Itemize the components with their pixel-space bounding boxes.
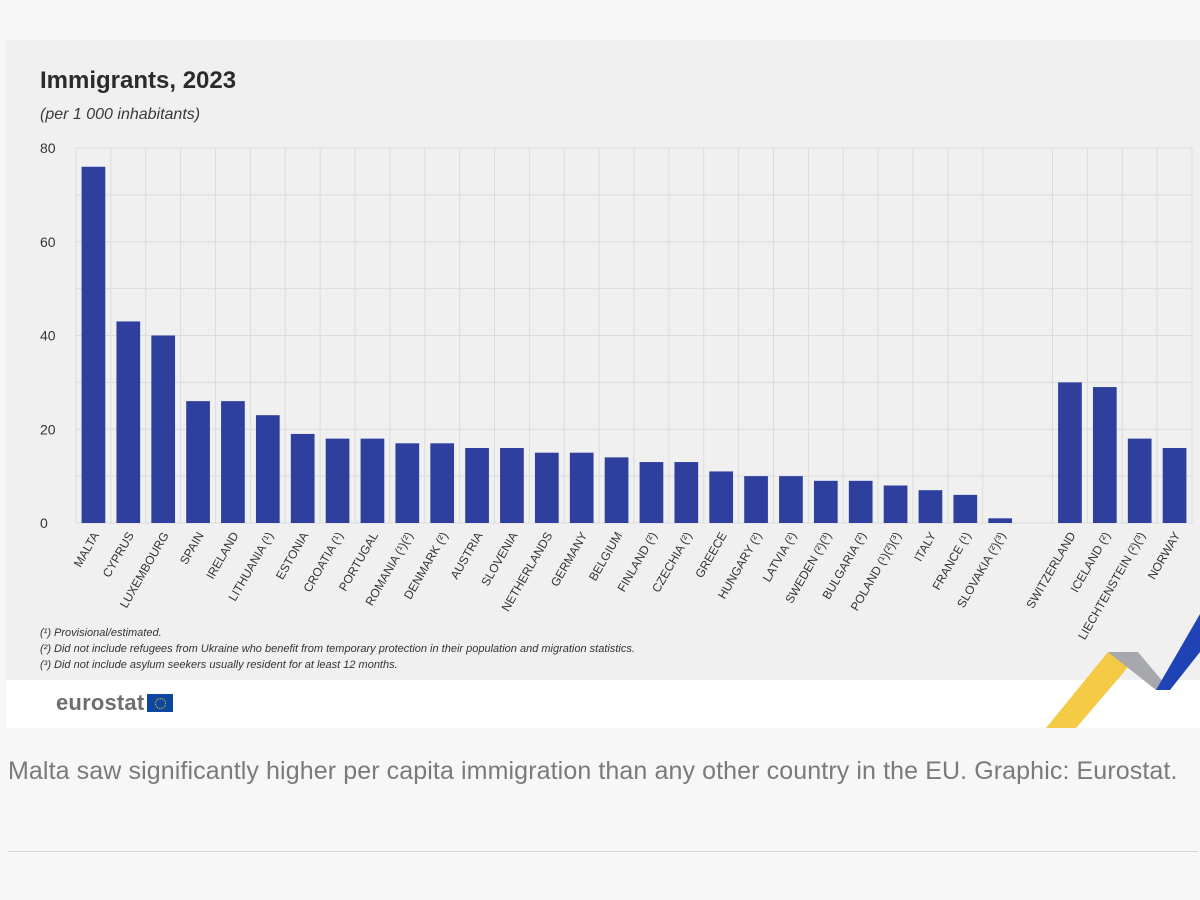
x-tick-label: LATVIA (²) [760,530,800,585]
grid-layer [75,147,1193,524]
bar-6 [290,433,315,523]
bar-1 [116,321,141,523]
bar-25 [953,494,978,523]
bar-9 [395,443,420,523]
y-axis-ticks: 0 20 40 60 80 [40,140,56,531]
x-tick-label: CYPRUS [100,530,137,580]
y-tick-label: 40 [40,328,56,344]
footnote-3: (³) Did not include asylum seekers usual… [40,659,398,671]
bar-22 [848,480,873,523]
bars-layer [81,166,1187,523]
x-tick-label: ITALY [911,530,939,564]
x-tick-label: AUSTRIA [448,530,486,582]
chart-svg: Immigrants, 2023 (per 1 000 inhabitants)… [40,67,1193,671]
bar-2 [151,335,176,523]
caption-divider [8,851,1198,852]
bar-5 [255,415,280,523]
bar-24 [918,490,943,523]
figure-caption: Malta saw significantly higher per capit… [8,757,1178,785]
bar-3 [186,401,210,523]
y-tick-label: 60 [40,234,56,250]
bar-29 [1127,438,1152,523]
bar-19 [744,476,768,523]
bar-8 [360,438,385,523]
eu-flag-icon [147,694,174,712]
x-tick-label: BELGIUM [586,530,625,584]
y-tick-label: 20 [40,421,56,437]
bar-27 [1058,382,1082,523]
x-tick-label: ESTONIA [273,530,311,582]
x-tick-label: GREECE [692,530,729,581]
bar-7 [325,438,350,523]
eurostat-logo: eurostat [56,690,174,716]
chart-figure: Immigrants, 2023 (per 1 000 inhabitants)… [6,40,1200,728]
y-tick-label: 80 [40,140,56,156]
bar-30 [1162,448,1187,523]
bar-4 [221,401,245,523]
bar-12 [500,448,524,523]
logo-band: eurostat [6,680,1200,728]
bar-28 [1092,387,1117,523]
x-tick-label: IRELAND [203,529,241,581]
y-tick-label: 0 [40,515,48,531]
x-tick-label: SWITZERLAND [1023,529,1078,611]
chart-subtitle: (per 1 000 inhabitants) [40,106,200,123]
chart-title: Immigrants, 2023 [40,67,236,94]
eurostat-logo-text: eurostat [56,690,145,715]
footnote-2: (²) Did not include refugees from Ukrain… [40,643,635,655]
footnote-1: (¹) Provisional/estimated. [40,627,162,639]
bar-11 [465,448,489,523]
bar-20 [779,476,803,523]
x-tick-label: LIECHTENSTEIN (²)(³) [1075,530,1148,643]
x-tick-label: NORWAY [1145,530,1183,582]
footnotes: (¹) Provisional/estimated. (²) Did not i… [40,627,635,671]
bar-16 [639,462,664,523]
bar-17 [674,462,699,523]
x-tick-label: SPAIN [177,530,207,567]
bar-14 [569,452,594,523]
bar-15 [604,457,629,523]
bar-26 [988,518,1013,523]
bar-0 [81,166,106,523]
bar-13 [534,452,559,523]
bar-10 [430,443,455,523]
bar-18 [709,471,734,523]
bar-21 [813,480,838,523]
x-tick-label: MALTA [71,530,102,570]
bar-23 [883,485,908,523]
